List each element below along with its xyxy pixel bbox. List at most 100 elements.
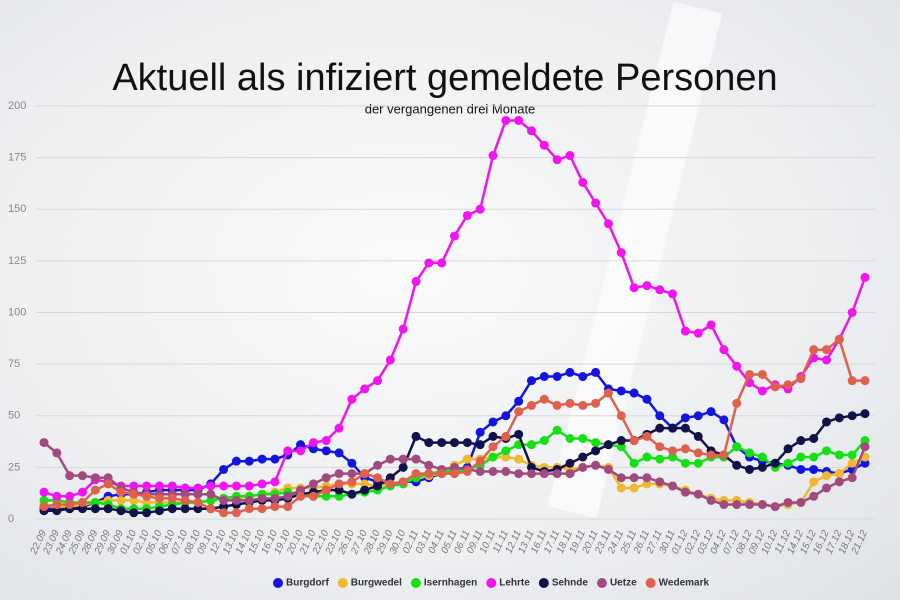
data-point: [603, 440, 613, 450]
data-point: [552, 155, 562, 165]
data-point: [847, 376, 857, 386]
data-point: [526, 400, 536, 410]
data-point: [347, 469, 357, 479]
data-point: [539, 140, 549, 150]
data-point: [334, 469, 344, 479]
data-point: [822, 471, 832, 481]
data-point: [770, 458, 780, 468]
legend-item[interactable]: Isernhagen: [410, 578, 477, 589]
data-point: [52, 448, 62, 458]
data-point: [90, 497, 100, 507]
data-point: [347, 394, 357, 404]
data-point: [206, 481, 216, 491]
data-point: [39, 495, 49, 505]
data-point: [488, 467, 498, 477]
legend-item[interactable]: Lehrte: [486, 578, 530, 589]
data-point: [296, 440, 306, 450]
data-point: [616, 473, 626, 483]
data-point: [655, 411, 665, 421]
data-point: [757, 452, 767, 462]
data-point: [116, 487, 126, 497]
data-point: [321, 473, 331, 483]
data-point: [475, 456, 485, 466]
data-point: [603, 219, 613, 229]
data-point: [809, 464, 819, 474]
data-point: [526, 469, 536, 479]
data-point: [52, 500, 62, 510]
data-point: [578, 452, 588, 462]
legend-item[interactable]: Burgwedel: [337, 578, 402, 589]
data-point: [398, 324, 408, 334]
data-point: [231, 456, 241, 466]
data-point: [385, 355, 395, 365]
data-point: [373, 473, 383, 483]
legend-item[interactable]: Wedemark: [645, 578, 710, 589]
legend-item[interactable]: Burgdorf: [273, 578, 329, 589]
data-point: [296, 491, 306, 501]
data-point: [860, 272, 870, 282]
data-point: [668, 423, 678, 433]
data-point: [732, 442, 742, 452]
data-point: [796, 452, 806, 462]
legend-swatch: [273, 578, 283, 588]
data-point: [257, 493, 267, 503]
data-point: [65, 500, 75, 510]
data-point: [90, 485, 100, 495]
data-point: [847, 473, 857, 483]
data-point: [244, 504, 254, 514]
data-point: [65, 471, 75, 481]
legend-label: Wedemark: [659, 578, 710, 589]
data-point: [526, 440, 536, 450]
data-point: [129, 495, 139, 505]
data-point: [257, 479, 267, 489]
data-point: [334, 491, 344, 501]
chart-title: Aktuell als infiziert gemeldete Personen: [112, 57, 777, 99]
data-point: [334, 448, 344, 458]
data-point: [514, 115, 524, 125]
data-point: [270, 493, 280, 503]
data-point: [629, 436, 639, 446]
data-point: [385, 473, 395, 483]
data-point: [39, 487, 49, 497]
legend-item[interactable]: Sehnde: [538, 578, 589, 589]
data-point: [475, 204, 485, 214]
data-point: [796, 374, 806, 384]
data-point: [52, 491, 62, 501]
data-point: [822, 417, 832, 427]
data-point: [847, 450, 857, 460]
data-point: [706, 407, 716, 417]
legend-item[interactable]: Uetze: [596, 578, 637, 589]
data-point: [847, 411, 857, 421]
data-point: [539, 372, 549, 382]
background-shape: [547, 1, 723, 519]
data-point: [270, 454, 280, 464]
data-point: [693, 411, 703, 421]
data-point: [501, 446, 511, 456]
data-point: [411, 469, 421, 479]
data-point: [591, 446, 601, 456]
data-point: [180, 489, 190, 499]
data-point: [809, 491, 819, 501]
data-point: [591, 460, 601, 470]
data-point: [347, 458, 357, 468]
data-point: [77, 487, 87, 497]
y-tick-label: 200: [8, 100, 26, 112]
data-point: [629, 473, 639, 483]
data-point: [90, 473, 100, 483]
data-point: [732, 500, 742, 510]
data-point: [809, 452, 819, 462]
data-point: [373, 460, 383, 470]
data-point: [180, 504, 190, 514]
data-point: [501, 467, 511, 477]
data-point: [411, 431, 421, 441]
data-point: [193, 489, 203, 499]
data-point: [822, 345, 832, 355]
data-point: [308, 444, 318, 454]
data-point: [616, 386, 626, 396]
series: [39, 115, 870, 501]
data-point: [642, 281, 652, 291]
data-point: [642, 431, 652, 441]
legend-label: Lehrte: [499, 578, 530, 589]
